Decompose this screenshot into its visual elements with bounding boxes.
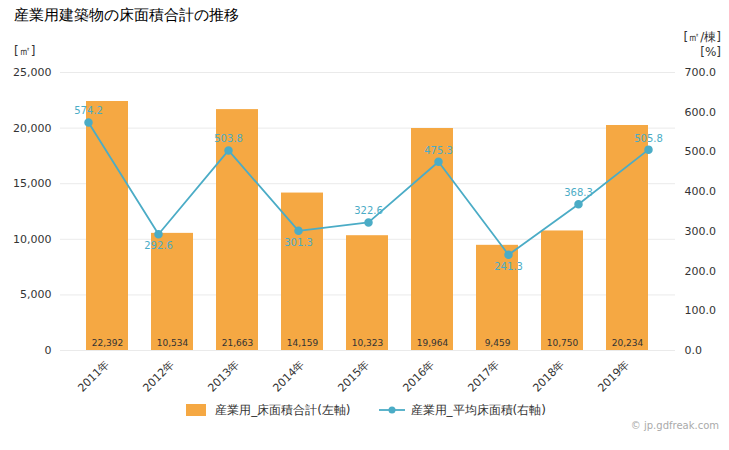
svg-text:2018年: 2018年 <box>530 358 567 395</box>
svg-text:241.3: 241.3 <box>494 261 523 272</box>
svg-text:10,534: 10,534 <box>157 338 189 348</box>
html-text:産業用_床面積合計(左軸): 産業用_床面積合計(左軸) <box>215 402 351 417</box>
html-text:© jp.gdfreak.com: © jp.gdfreak.com <box>630 420 719 431</box>
svg-text:2013年: 2013年 <box>205 358 242 395</box>
svg-text:200.0: 200.0 <box>685 265 717 278</box>
svg-text:574.2: 574.2 <box>74 105 103 116</box>
svg-text:2011年: 2011年 <box>75 358 112 395</box>
svg-text:322.6: 322.6 <box>354 205 383 216</box>
svg-text:505.8: 505.8 <box>634 133 663 144</box>
svg-text:9,459: 9,459 <box>485 338 511 348</box>
svg-text:5,000: 5,000 <box>20 288 52 301</box>
svg-text:21,663: 21,663 <box>222 338 254 348</box>
svg-text:2019年: 2019年 <box>595 358 632 395</box>
svg-text:2015年: 2015年 <box>335 358 372 395</box>
svg-text:400.0: 400.0 <box>685 185 717 198</box>
svg-text:475.3: 475.3 <box>424 145 453 156</box>
svg-text:10,750: 10,750 <box>547 338 579 348</box>
svg-text:19,964: 19,964 <box>417 338 449 348</box>
svg-text:2012年: 2012年 <box>140 358 177 395</box>
svg-text:2016年: 2016年 <box>400 358 437 395</box>
svg-text:292.6: 292.6 <box>144 240 173 251</box>
svg-text:600.0: 600.0 <box>685 106 717 119</box>
svg-text:301.3: 301.3 <box>284 237 313 248</box>
svg-text:15,000: 15,000 <box>13 177 52 190</box>
svg-text:20,000: 20,000 <box>13 122 52 135</box>
html-text:[㎡/棟]: [㎡/棟] <box>683 30 721 44</box>
svg-text:700.0: 700.0 <box>685 66 717 79</box>
svg-text:300.0: 300.0 <box>685 225 717 238</box>
svg-text:2014年: 2014年 <box>270 358 307 395</box>
svg-text:503.8: 503.8 <box>214 133 243 144</box>
svg-text:10,000: 10,000 <box>13 233 52 246</box>
svg-text:0: 0 <box>45 344 52 357</box>
svg-text:0.0: 0.0 <box>685 344 703 357</box>
svg-text:14,159: 14,159 <box>287 338 319 348</box>
svg-text:22,392: 22,392 <box>92 338 124 348</box>
svg-text:368.3: 368.3 <box>564 187 593 198</box>
svg-text:20,234: 20,234 <box>612 338 644 348</box>
svg-text:25,000: 25,000 <box>13 66 52 79</box>
svg-text:2017年: 2017年 <box>465 358 502 395</box>
svg-text:500.0: 500.0 <box>685 145 717 158</box>
svg-text:10,323: 10,323 <box>352 338 384 348</box>
svg-text:100.0: 100.0 <box>685 304 717 317</box>
html-text:産業用_平均床面積(右軸): 産業用_平均床面積(右軸) <box>410 402 546 417</box>
html-text:産業用建築物の床面積合計の推移: 産業用建築物の床面積合計の推移 <box>14 6 239 24</box>
